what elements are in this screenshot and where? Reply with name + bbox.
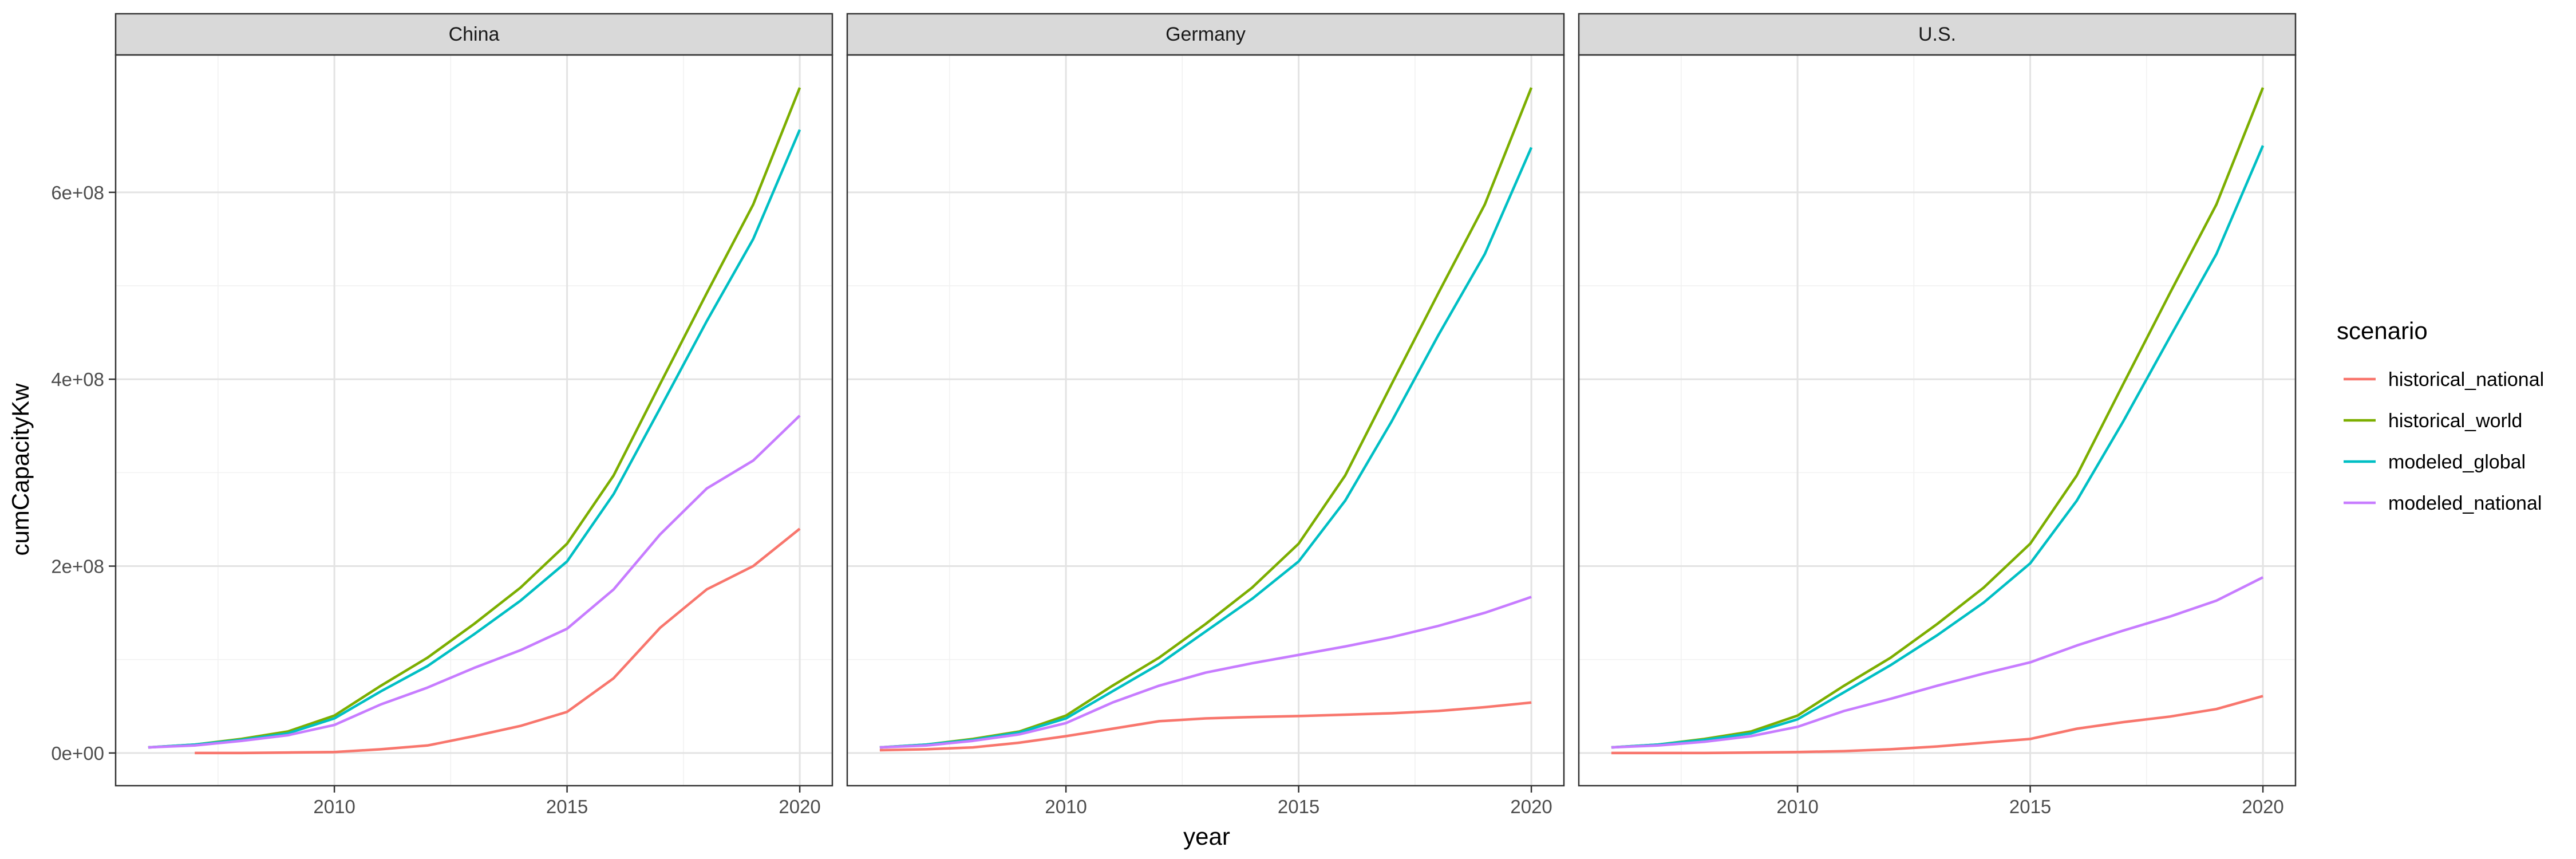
facet-title: Germany <box>1165 23 1246 45</box>
y-tick-label: 6e+08 <box>51 182 104 203</box>
legend-label: modeled_national <box>2388 492 2542 514</box>
legend-label: historical_world <box>2388 410 2522 432</box>
panel-germany: Germany 2010 2015 2020 <box>846 13 1565 817</box>
x-axis-title: year <box>1183 823 1230 850</box>
facet-strip <box>846 13 1565 56</box>
x-tick-label: 2020 <box>1510 796 1552 817</box>
x-tick-label: 2010 <box>1045 796 1086 817</box>
x-tick-label: 2010 <box>313 796 355 817</box>
x-tick-label: 2015 <box>546 796 588 817</box>
plot-background <box>116 55 832 786</box>
panel-u-s: U.S. 2010 2015 2020 <box>1578 13 2297 817</box>
plot-background <box>1579 55 2296 786</box>
x-tick-label: 2015 <box>1278 796 1319 817</box>
series-line-modeled-national <box>1611 576 2264 749</box>
series-line-historical-national <box>879 701 1532 752</box>
y-tick-label: 0e+00 <box>51 743 104 764</box>
y-tick-label: 2e+08 <box>51 556 104 577</box>
legend-label: modeled_global <box>2388 451 2526 473</box>
series-line-modeled-national <box>879 596 1532 749</box>
panel-china: China 2010 2015 2020 0e+00 2e+08 4e+08 6e+08 <box>51 13 833 817</box>
y-axis-title: cumCapacityKw <box>7 383 34 556</box>
plot-background <box>847 55 1564 786</box>
series-line-historical-national <box>1611 695 2263 755</box>
facet-title: U.S. <box>1918 23 1956 45</box>
panel-border <box>114 54 833 787</box>
legend-title: scenario <box>2337 317 2428 344</box>
x-tick-label: 2015 <box>2009 796 2051 817</box>
panel-border <box>846 54 1565 787</box>
x-tick-label: 2020 <box>779 796 820 817</box>
panel-border <box>1578 54 2297 787</box>
x-tick-label: 2010 <box>1776 796 1818 817</box>
series-line-modeled-global <box>1611 145 2265 749</box>
facet-strip <box>1578 13 2297 56</box>
facet-title: China <box>449 23 500 45</box>
y-tick-label: 4e+08 <box>51 369 104 390</box>
panels: China 2010 2015 2020 0e+00 2e+08 4e+08 6e+08 Ger… <box>51 13 2297 817</box>
legend-label: historical_national <box>2388 369 2544 391</box>
x-tick-label: 2020 <box>2242 796 2283 817</box>
series-line-historical-national <box>195 527 801 755</box>
series-line-modeled-national <box>148 415 801 749</box>
facet-strip <box>114 13 833 56</box>
legend: scenario historical_national historical_w… <box>2337 317 2544 514</box>
